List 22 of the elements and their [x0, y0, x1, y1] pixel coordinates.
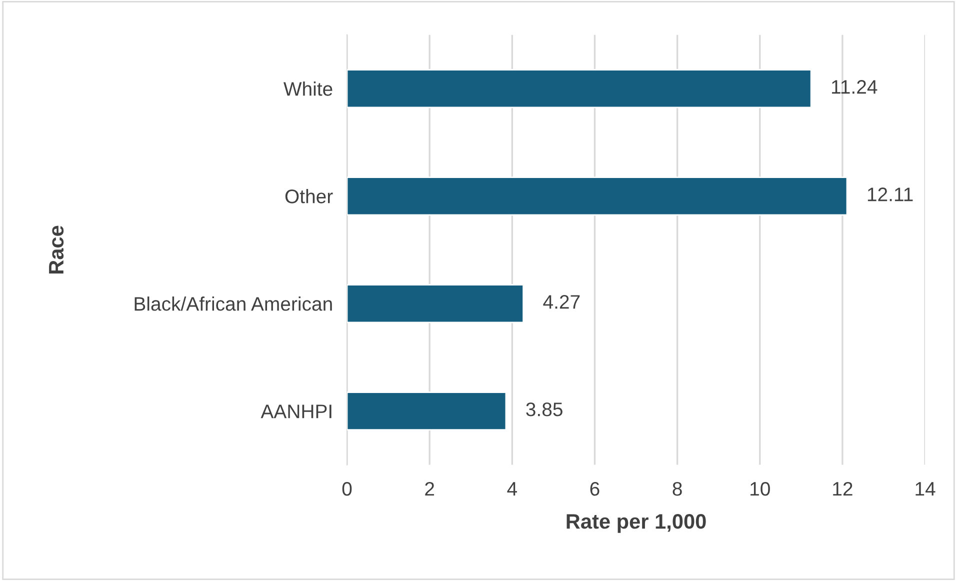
bar: [347, 284, 524, 324]
y-axis-title: Race: [49, 226, 64, 274]
y-tick-label: Black/African American: [134, 296, 332, 311]
bar: [347, 69, 812, 108]
data-label: 4.27: [543, 295, 580, 309]
x-axis-title: Rate per 1,000: [566, 514, 706, 533]
bar: [347, 176, 848, 216]
y-tick-label: White: [284, 82, 332, 96]
x-tick-label: 0: [342, 482, 352, 496]
x-tick-label: 8: [672, 482, 682, 496]
x-tick-label: 6: [590, 482, 600, 496]
x-tick-label: 2: [425, 482, 434, 496]
x-tick-label: 10: [750, 482, 770, 496]
y-tick-label: AANHPI: [260, 404, 332, 418]
x-tick-label: 14: [916, 482, 936, 496]
data-label: 12.11: [868, 188, 913, 202]
bar: [347, 392, 507, 431]
x-tick-label: 4: [507, 482, 517, 496]
data-label: 11.24: [832, 80, 878, 94]
x-tick-label: 12: [833, 482, 852, 496]
y-tick-label: Other: [285, 189, 333, 204]
data-label: 3.85: [526, 402, 562, 416]
